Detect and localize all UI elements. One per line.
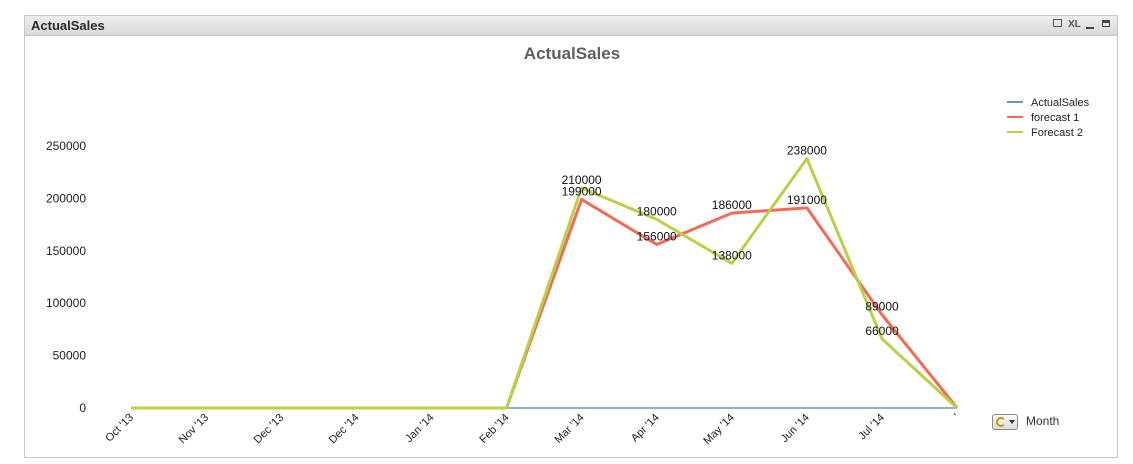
x-tick-label: Jan '14 [403,412,436,445]
caption-icons: XL [1052,19,1111,30]
data-label: 138000 [712,248,752,262]
xl-export-icon[interactable]: XL [1068,19,1081,30]
data-label: 66000 [865,324,899,338]
legend-label: Forecast 2 [1031,127,1083,139]
legend-label: forecast 1 [1031,112,1079,124]
data-label: 238000 [787,144,827,158]
y-tick-label: 150000 [46,244,86,258]
x-tick-label: May '14 [701,412,736,447]
x-tick-label: Oct '13 [103,412,136,445]
x-tick-label: Feb '14 [477,412,511,446]
dropdown-icon [1009,420,1015,424]
y-tick-label: 200000 [46,191,86,205]
x-tick-label: Jul '14 [856,412,887,443]
x-tick-label: ' [952,412,962,422]
caption-bar[interactable]: ActualSales XL [25,16,1117,36]
maximize-icon[interactable] [1100,19,1111,30]
x-tick-label: Jun '14 [779,412,812,445]
data-label: 210000 [562,173,602,187]
data-label: 180000 [637,204,677,218]
x-tick-label: Dec '14 [327,412,362,447]
y-tick-label: 0 [79,401,86,415]
series-line-forecast-2 [131,157,959,410]
print-icon[interactable] [1052,19,1063,30]
cycle-icon [996,417,1006,427]
y-tick-label: 50000 [53,349,87,363]
data-label: 89000 [865,300,899,314]
caption-title: ActualSales [31,18,105,33]
minimize-icon[interactable] [1084,19,1095,30]
chart-object[interactable]: ActualSales XL ActualSales 0 50000 100000 1… [24,15,1118,458]
x-tick-label: Apr '14 [629,412,662,445]
data-label: 191000 [787,193,827,207]
data-label: 186000 [712,198,752,212]
chart-title: ActualSales [523,44,621,63]
data-label: 156000 [637,230,677,244]
legend-label: ActualSales [1031,97,1090,109]
y-tick-label: 250000 [46,139,86,153]
dimension-label: Month [1026,414,1060,428]
series-line-forecast-1 [131,197,959,410]
data-label: 199000 [562,184,602,198]
x-tick-label: Nov '13 [177,412,212,447]
cycle-group-button[interactable] [992,414,1018,430]
x-tick-label: Dec '13 [252,412,287,447]
x-tick-label: Mar '14 [553,412,587,446]
line-chart: 0 50000 100000 150000 200000 250000 Oct '13 Nov… [46,97,1090,447]
y-tick-label: 100000 [46,296,86,310]
